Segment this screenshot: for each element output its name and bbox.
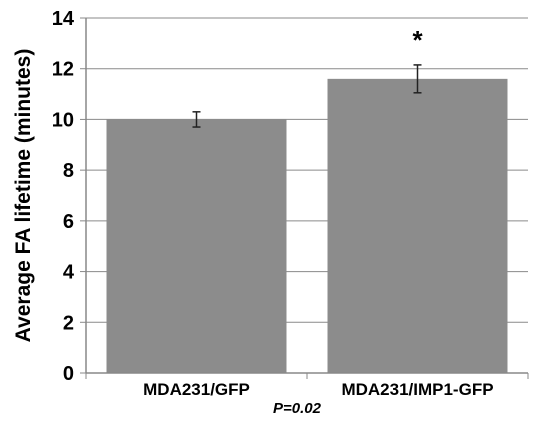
y-tick-label: 2 — [63, 312, 74, 334]
significance-asterisk: * — [412, 25, 423, 55]
x-tick-label: MDA231/IMP1-GFP — [341, 380, 493, 399]
y-tick-label: 12 — [52, 59, 74, 81]
x-tick-label: MDA231/GFP — [143, 380, 250, 399]
y-tick-label: 0 — [63, 363, 74, 385]
bars — [106, 64, 508, 373]
p-value-label: P=0.02 — [273, 400, 322, 416]
x-tick-labels: MDA231/GFP MDA231/IMP1-GFP — [143, 380, 493, 399]
y-tick-label: 4 — [63, 262, 75, 284]
y-tick-label: 14 — [52, 8, 75, 30]
y-tick-labels: 0 2 4 6 8 10 12 14 — [52, 8, 75, 385]
y-tick-label: 8 — [63, 160, 74, 182]
y-axis-label: Average FA lifetime (minutes) — [12, 49, 35, 343]
y-tick-label: 10 — [52, 109, 74, 131]
y-tick-label: 6 — [63, 211, 74, 233]
axes — [80, 17, 529, 379]
bar — [106, 119, 287, 373]
bar — [327, 78, 508, 373]
annotations: * P=0.02 — [273, 25, 423, 417]
